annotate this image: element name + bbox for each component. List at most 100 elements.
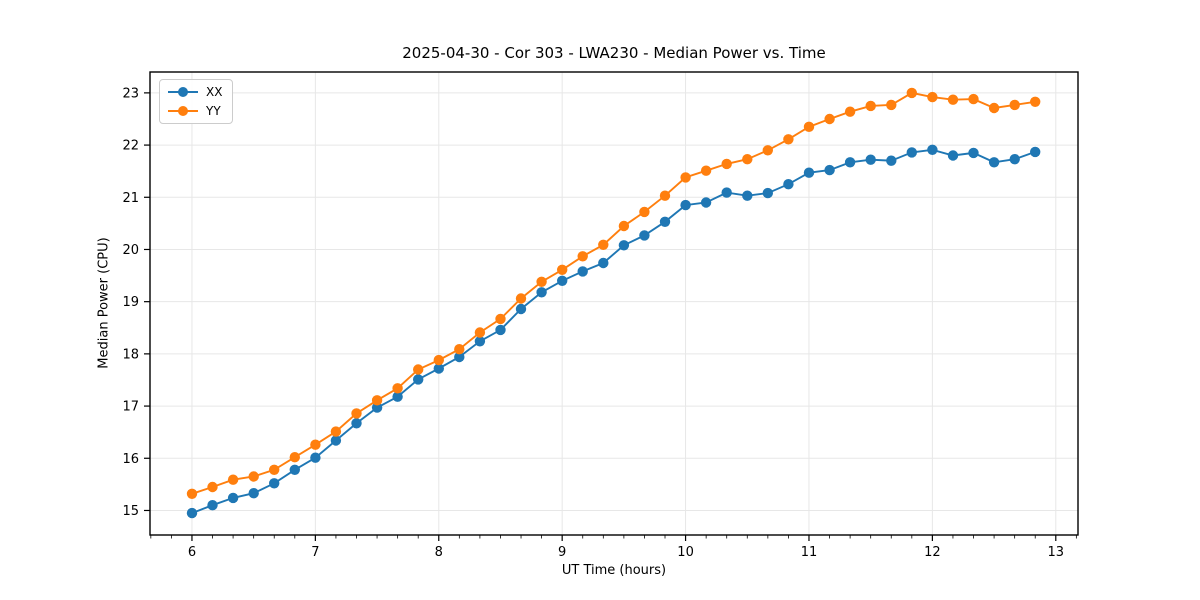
series-yy-marker — [824, 113, 835, 125]
series-yy-marker — [783, 134, 794, 145]
series-yy-marker — [742, 154, 753, 165]
series-xx-marker — [536, 287, 547, 298]
x-tick-label: 6 — [188, 545, 196, 560]
series-yy-marker — [865, 100, 876, 112]
x-tick-label: 8 — [435, 545, 443, 560]
series-xx-marker — [289, 464, 300, 475]
gridlines — [150, 72, 1078, 535]
series-xx-marker — [618, 240, 630, 251]
series-yy-marker — [1009, 99, 1020, 111]
axes: 6 7 8 9 10 11 12 13 15 16 17 18 19 20 21 22 23 — [122, 71, 1079, 560]
legend-marker-yy — [168, 106, 198, 116]
series-xx-marker — [577, 266, 588, 277]
series-xx-marker — [968, 147, 979, 159]
series-xx-marker — [762, 187, 773, 199]
series-xx-marker — [474, 336, 486, 347]
series-xx-marker — [824, 164, 835, 176]
series-yy-marker — [968, 93, 979, 105]
series-yy-marker — [618, 220, 630, 232]
y-tick-label: 21 — [122, 191, 139, 206]
series-xx-marker — [186, 507, 198, 519]
series-xx-marker — [454, 351, 465, 363]
series-yy-marker — [413, 364, 424, 375]
series-yy-marker — [988, 102, 1000, 114]
series-yy — [186, 87, 1041, 499]
series-xx-marker — [248, 488, 259, 499]
series-yy-marker — [639, 206, 650, 218]
series-xx-marker — [351, 418, 362, 429]
series-xx-marker — [886, 155, 897, 166]
x-tick-label: 9 — [558, 545, 566, 560]
series-xx-marker — [783, 179, 794, 190]
series-yy-marker — [1030, 96, 1041, 108]
series-xx-marker — [515, 303, 527, 315]
series-yy-marker — [721, 158, 732, 170]
series-yy-marker — [680, 172, 691, 183]
series-xx-marker — [269, 478, 280, 489]
series-yy-marker — [495, 313, 506, 325]
series-xx-marker — [659, 216, 671, 227]
series-xx-marker — [803, 167, 815, 178]
series-xx-marker — [1030, 146, 1041, 158]
series-yy-marker — [392, 383, 403, 394]
series-yy-marker — [659, 190, 671, 201]
y-tick-label: 19 — [122, 295, 139, 310]
series-xx-marker — [207, 500, 218, 511]
x-tick-label: 7 — [311, 545, 319, 560]
x-tick-label: 11 — [801, 545, 818, 560]
legend-label-yy: YY — [206, 104, 221, 118]
y-tick-label: 22 — [122, 139, 139, 154]
series-xx-marker — [392, 391, 403, 402]
series-xx-marker — [495, 324, 506, 336]
series-xx-marker — [598, 257, 609, 269]
series-yy-marker — [906, 87, 917, 99]
series-yy-marker — [700, 165, 712, 176]
series-xx-marker — [865, 154, 876, 165]
series-yy-marker — [433, 354, 444, 366]
series-yy-marker — [598, 239, 609, 250]
y-tick-label: 18 — [122, 347, 139, 362]
series-xx-marker — [413, 374, 424, 385]
y-tick-label: 20 — [122, 243, 139, 258]
y-axis-label: Median Power (CPU) — [96, 237, 112, 369]
legend-label-xx: XX — [206, 85, 223, 99]
series-xx-marker — [721, 187, 732, 198]
series-xx-marker — [700, 197, 712, 208]
series-yy-marker — [557, 264, 568, 275]
series-xx-marker — [371, 402, 383, 413]
y-tick-label: 15 — [122, 504, 139, 519]
series-xx-marker — [947, 150, 959, 161]
series-xx-marker — [906, 147, 917, 158]
series-yy-marker — [515, 293, 527, 304]
series-xx-marker — [433, 363, 444, 374]
series-yy-marker — [803, 121, 815, 132]
series-yy-marker — [577, 251, 588, 262]
series-xx-marker — [844, 157, 856, 168]
series-yy-marker — [227, 474, 239, 485]
y-tick-label: 16 — [122, 452, 139, 467]
series-yy-marker — [330, 426, 342, 437]
x-tick-label: 12 — [924, 545, 941, 560]
x-axis-label: UT Time (hours) — [561, 563, 667, 578]
y-tick-label: 23 — [122, 86, 139, 101]
legend: XX YY — [159, 79, 234, 124]
series-xx-marker — [1009, 154, 1020, 165]
series-yy-marker — [207, 481, 218, 493]
series-xx-marker — [927, 144, 938, 155]
series-xx-marker — [680, 199, 691, 211]
series-yy-marker — [310, 439, 321, 450]
series-yy-marker — [289, 452, 300, 463]
series-yy-marker — [186, 488, 198, 499]
series-yy-marker — [454, 344, 465, 355]
series-xx-marker — [227, 492, 239, 504]
chart-title: 2025-04-30 - Cor 303 - LWA230 - Median P… — [402, 44, 826, 62]
series-yy-marker — [351, 408, 362, 419]
series-xx — [186, 144, 1041, 519]
series-yy-marker — [844, 106, 856, 117]
series-yy-marker — [474, 327, 486, 338]
series-yy-marker — [248, 471, 259, 482]
series-yy-marker — [762, 145, 773, 156]
series-xx-marker — [310, 452, 321, 463]
